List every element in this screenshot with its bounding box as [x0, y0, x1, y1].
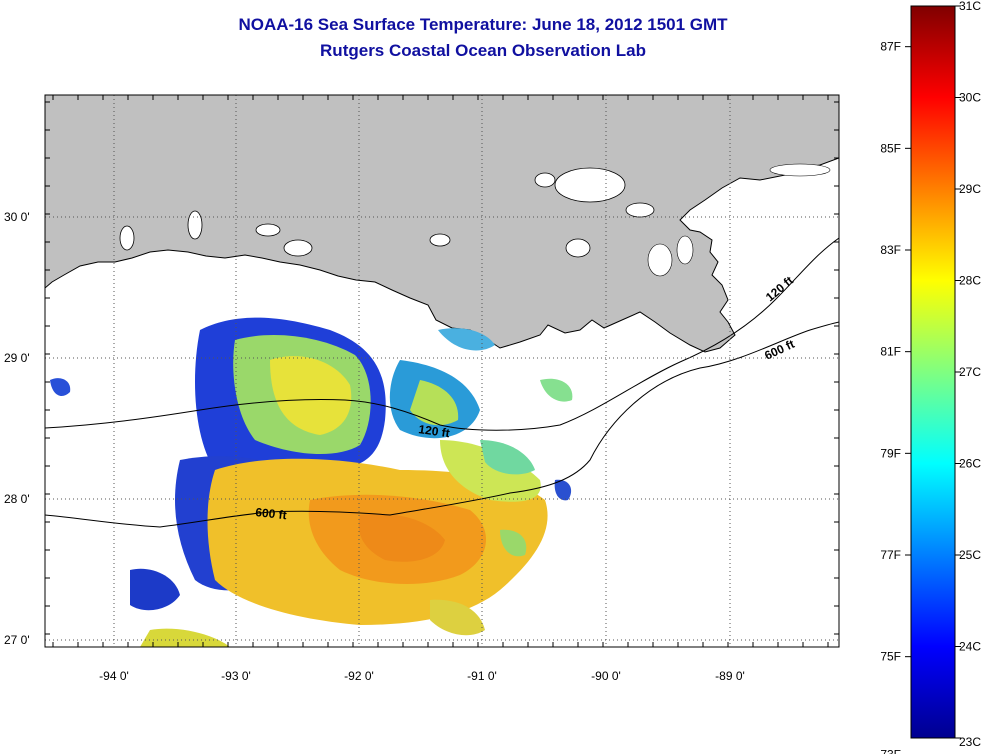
bay-lake [255, 223, 281, 237]
colorbar-f-label: 81F [880, 345, 901, 359]
colorbar-c-label: 31C [959, 0, 981, 13]
bay-lake [429, 233, 451, 247]
land-area [45, 95, 839, 353]
colorbar-c-label: 30C [959, 91, 981, 105]
mississippi-sound [769, 163, 831, 177]
colorbar-f-label: 83F [880, 243, 901, 257]
lat-label: 30 0' [4, 210, 30, 224]
colorbar-celsius-scale: 31C 30C 29C 28C 27C 26C 25C 24C 23C [955, 0, 981, 749]
colorbar-c-label: 26C [959, 457, 981, 471]
colorbar-f-label: 79F [880, 446, 901, 460]
bay-lake [283, 239, 313, 257]
lon-label: -93 0' [221, 669, 251, 683]
lon-label: -92 0' [344, 669, 374, 683]
lon-label: -91 0' [467, 669, 497, 683]
lake-pontchartrain [554, 167, 626, 203]
colorbar-c-label: 27C [959, 365, 981, 379]
colorbar-fahrenheit-scale: 87F 85F 83F 81F 79F 77F 75F 73F [880, 40, 911, 754]
lat-label: 29 0' [4, 351, 30, 365]
contour-label-600: 600 ft [255, 505, 288, 522]
colorbar-f-label: 73F [880, 747, 901, 754]
contour-label-120: 120 ft [418, 422, 451, 440]
bay-lake [187, 210, 203, 240]
lat-label: 27 0' [4, 633, 30, 647]
bay-lake [625, 202, 655, 218]
map-ticks [45, 95, 839, 647]
isobath-120-contour [45, 237, 839, 431]
lat-label: 28 0' [4, 492, 30, 506]
colorbar-c-label: 24C [959, 640, 981, 654]
map-subtitle: Rutgers Coastal Ocean Observation Lab [320, 41, 646, 60]
bay-lake [565, 238, 591, 258]
lon-label: -90 0' [591, 669, 621, 683]
bay-lake [119, 225, 135, 251]
delta-marsh [676, 235, 694, 265]
colorbar-f-label: 87F [880, 40, 901, 54]
lon-label: -89 0' [715, 669, 745, 683]
graticule [45, 95, 839, 647]
colorbar-f-label: 75F [880, 650, 901, 664]
colorbar-c-label: 25C [959, 548, 981, 562]
colorbar-c-label: 28C [959, 274, 981, 288]
colorbar-f-label: 77F [880, 548, 901, 562]
colorbar-f-label: 85F [880, 141, 901, 155]
lake-maurepas [534, 172, 556, 188]
sst-data-layer [50, 317, 573, 647]
map-frame [44, 94, 840, 648]
colorbar [910, 5, 956, 739]
colorbar-c-label: 23C [959, 735, 981, 749]
map-title: NOAA-16 Sea Surface Temperature: June 18… [238, 15, 728, 34]
lon-label: -94 0' [99, 669, 129, 683]
colorbar-c-label: 29C [959, 182, 981, 196]
delta-marsh [647, 243, 673, 277]
isobath-600-contour [45, 321, 839, 528]
